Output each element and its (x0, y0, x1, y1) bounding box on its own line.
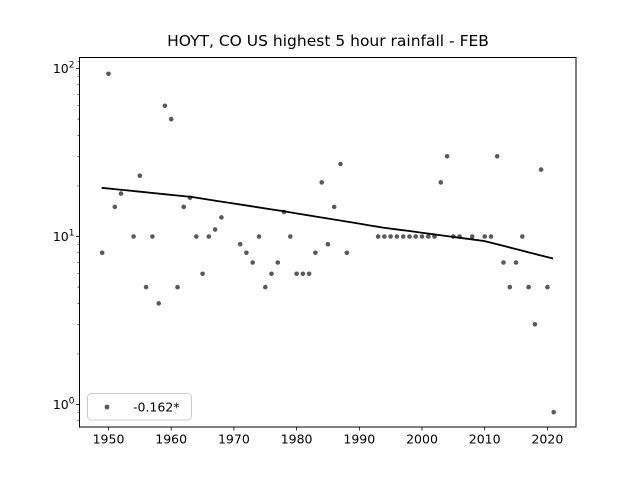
dot-marker-icon (104, 404, 110, 410)
scatter-point (513, 260, 519, 265)
scatter-point (494, 154, 500, 159)
scatter-point (426, 234, 431, 239)
x-tick-label: 2000 (406, 432, 438, 447)
scatter-point (118, 191, 124, 196)
scatter-point (313, 250, 318, 256)
scatter-point (319, 180, 325, 185)
scatter-point (325, 241, 331, 247)
scatter-point (294, 271, 299, 277)
scatter-point (99, 250, 105, 256)
scatter-point (175, 284, 180, 290)
scatter-point (331, 204, 337, 210)
scatter-point (244, 250, 249, 256)
scatter-point (407, 234, 412, 239)
scatter-point (388, 234, 393, 239)
scatter-point (106, 71, 111, 77)
scatter-point (168, 116, 174, 122)
scatter-point (263, 284, 268, 290)
scatter-point (181, 204, 186, 210)
scatter-point (206, 234, 212, 239)
x-tick-label: 1950 (93, 432, 125, 447)
legend-box: -0.162* (87, 393, 192, 421)
scatter-point (488, 234, 494, 239)
chart-title: HOYT, CO US highest 5 hour rainfall - FE… (167, 32, 489, 50)
scatter-point (256, 234, 262, 239)
legend-label: -0.162* (133, 400, 180, 415)
scatter-point (306, 271, 312, 277)
scatter-point (382, 234, 387, 239)
scatter-point (520, 234, 525, 239)
x-tick-label: 2010 (469, 432, 501, 447)
scatter-point (269, 271, 274, 277)
scatter-point (482, 234, 488, 239)
scatter-point (526, 284, 531, 290)
scatter-point (143, 284, 149, 290)
scatter-point (112, 204, 118, 210)
scatter-point (300, 271, 306, 277)
scatter-point (507, 284, 513, 290)
scatter-point (400, 234, 406, 239)
scatter-point (444, 154, 450, 159)
scatter-point (469, 234, 475, 239)
scatter-point (131, 234, 136, 239)
scatter-point (532, 322, 538, 327)
scatter-point (288, 234, 293, 239)
scatter-point (344, 250, 350, 256)
trend-line-layer (101, 186, 554, 260)
trend-line (101, 186, 554, 260)
y-tick-label: 100 (53, 397, 75, 413)
scatter-point (375, 234, 381, 239)
scatter-point (275, 260, 281, 265)
scatter-point (419, 234, 425, 239)
scatter-point (237, 241, 243, 247)
x-tick-label: 1990 (343, 432, 375, 447)
axes-ticks: 1950 1960 1970 1980 1990 2000 2010 2020 100 101 10… (53, 61, 563, 447)
scatter-point (413, 234, 419, 239)
scatter-point (338, 161, 343, 167)
x-tick-label: 1970 (218, 432, 250, 447)
y-tick-label: 101 (53, 229, 75, 245)
scatter-point (150, 234, 155, 239)
scatter-point (250, 260, 255, 265)
scatter-point (551, 409, 556, 415)
scatter-point (538, 167, 544, 172)
scatter-point (438, 180, 444, 185)
scatter-point (219, 215, 224, 220)
scatter-point (545, 284, 550, 290)
scatter-point (501, 260, 506, 265)
x-tick-label: 1960 (155, 432, 187, 447)
x-tick-label: 1980 (281, 432, 313, 447)
legend-frame (87, 393, 192, 421)
scatter-point (194, 234, 199, 239)
scatter-point (200, 271, 205, 277)
axes-frame (79, 57, 577, 428)
scatter-point (394, 234, 400, 239)
x-tick-label: 2020 (531, 432, 563, 447)
y-tick-label: 102 (53, 61, 75, 77)
scatter-point (212, 227, 218, 232)
scatter-point (162, 103, 168, 109)
scatter-point (137, 173, 143, 178)
scatter-point (156, 301, 161, 306)
